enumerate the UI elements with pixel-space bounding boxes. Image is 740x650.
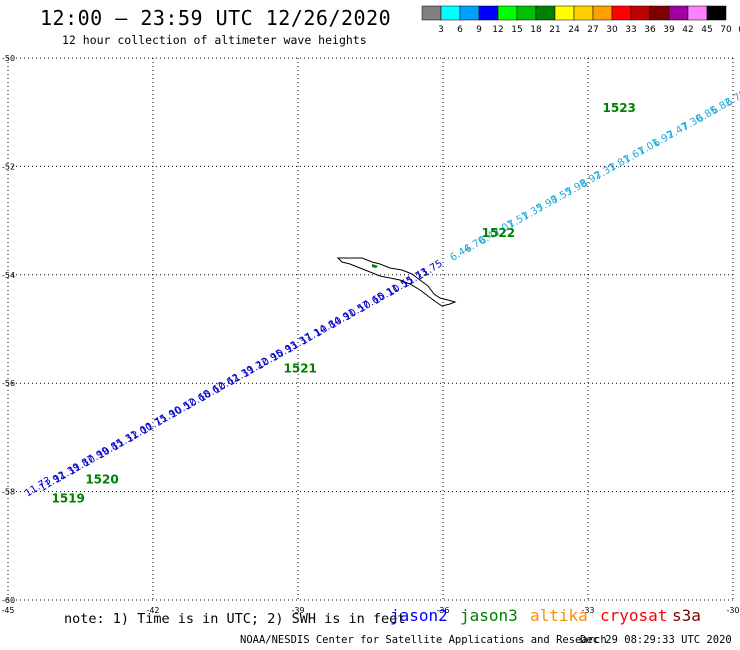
latitude-label: -54 bbox=[2, 271, 15, 280]
latitude-label: -56 bbox=[2, 379, 15, 388]
orbit-number-label: 1519 bbox=[52, 491, 85, 505]
scale-tick-label: 39 bbox=[663, 25, 675, 35]
legend-altika: altika bbox=[530, 606, 588, 625]
wave-height-label: 11.75 bbox=[415, 258, 445, 283]
scale-tick-label: 6 bbox=[457, 25, 463, 35]
legend-s3a: s3a bbox=[672, 606, 701, 625]
scale-tick-label: 42 bbox=[682, 25, 693, 35]
scale-tick-label: 12 bbox=[492, 25, 503, 35]
scale-tick-label: 3 bbox=[438, 25, 444, 35]
credit-line: NOAA/NESDIS Center for Satellite Applica… bbox=[240, 634, 607, 646]
legend-jason2: jason2 bbox=[390, 606, 448, 625]
latitude-label: -52 bbox=[2, 162, 15, 171]
timestamp: Dec 29 08:29:33 UTC 2020 bbox=[580, 634, 732, 646]
scale-tick-label: 27 bbox=[587, 25, 598, 35]
scale-tick-label: 18 bbox=[530, 25, 542, 35]
island-highlight bbox=[372, 264, 378, 268]
orbit-number-label: 1520 bbox=[85, 472, 118, 486]
page-title: 12:00 – 23:59 UTC 12/26/2020 bbox=[40, 6, 392, 30]
scale-tick-label: 9 bbox=[476, 25, 482, 35]
scale-tick-label: 15 bbox=[511, 25, 522, 35]
legend-cryosat: cryosat bbox=[600, 606, 668, 625]
island-outline bbox=[336, 257, 457, 307]
units-note: note: 1) Time is in UTC; 2) SWH is in fe… bbox=[64, 611, 406, 627]
wave-height-label: 6.71 bbox=[738, 80, 740, 101]
orbit-number-label: 1523 bbox=[603, 101, 636, 115]
legend-jason3: jason3 bbox=[460, 606, 518, 625]
longitude-label: -33 bbox=[581, 606, 594, 615]
longitude-label: -36 bbox=[436, 606, 449, 615]
longitude-label: -42 bbox=[146, 606, 159, 615]
scale-tick-label: 30 bbox=[606, 25, 618, 35]
orbit-number-label: 1522 bbox=[482, 226, 515, 240]
latitude-label: -60 bbox=[2, 596, 15, 605]
scale-tick-label: 36 bbox=[644, 25, 656, 35]
scale-tick-label: 45 bbox=[701, 25, 712, 35]
longitude-label: -39 bbox=[291, 606, 304, 615]
scale-tick-label: 24 bbox=[568, 25, 580, 35]
page-subtitle: 12 hour collection of altimeter wave hei… bbox=[62, 33, 367, 47]
scale-tick-label: 21 bbox=[549, 25, 560, 35]
longitude-label: -30 bbox=[726, 606, 739, 615]
latitude-label: -50 bbox=[2, 54, 15, 63]
latitude-label: -58 bbox=[2, 488, 15, 497]
scale-tick-label: 33 bbox=[625, 25, 636, 35]
scale-tick-label: (ft) bbox=[738, 25, 740, 35]
orbit-number-label: 1521 bbox=[284, 361, 317, 375]
scale-tick-label: 70 bbox=[720, 25, 732, 35]
scale-swatch bbox=[706, 5, 727, 21]
longitude-label: -45 bbox=[1, 606, 14, 615]
